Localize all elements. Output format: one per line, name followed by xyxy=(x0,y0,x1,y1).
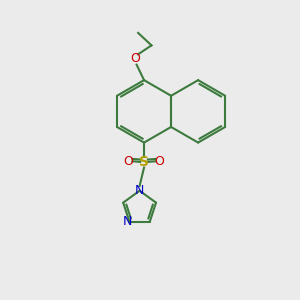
Text: O: O xyxy=(124,155,134,168)
Text: N: N xyxy=(135,184,144,197)
Text: O: O xyxy=(130,52,140,65)
Text: S: S xyxy=(139,155,149,169)
Text: N: N xyxy=(122,215,132,228)
Text: O: O xyxy=(154,155,164,168)
